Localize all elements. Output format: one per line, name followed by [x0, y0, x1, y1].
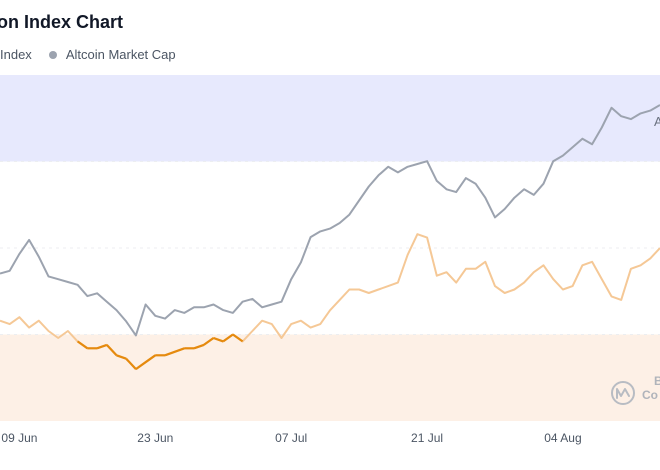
x-tick-label: 09 Jun [1, 431, 37, 445]
x-tick-label: 04 Aug [544, 431, 581, 445]
watermark-text-line2: Co [642, 388, 658, 402]
legend-label-altcoin-market-cap: Altcoin Market Cap [65, 47, 176, 62]
x-tick-label: 07 Jul [275, 431, 307, 445]
legend-item-index[interactable]: Index [0, 47, 32, 62]
altcoin-season-label: A [654, 114, 660, 129]
coinmarketcap-logo-icon [611, 381, 635, 405]
altcoin-market-cap-line [0, 104, 660, 337]
chart-title: on Index Chart [0, 12, 124, 32]
watermark-logo: B Co [611, 374, 660, 405]
series-altcoin-market-cap [0, 104, 660, 337]
legend-label-index: Index [0, 47, 32, 62]
legend-dot-altcoin-market-cap [48, 50, 57, 59]
x-axis: 09 Jun 23 Jun 07 Jul 21 Jul 04 Aug [1, 431, 581, 445]
altcoin-season-band [0, 75, 660, 162]
legend-item-altcoin-market-cap[interactable]: Altcoin Market Cap [48, 47, 176, 62]
series-index [0, 233, 660, 371]
index-line-below-band [76, 333, 244, 370]
grid-lines [0, 161, 660, 335]
chart-legend: Index Altcoin Market Cap [0, 47, 176, 62]
watermark-text-line1: B [654, 374, 660, 388]
x-tick-label: 23 Jun [137, 431, 173, 445]
x-tick-label: 21 Jul [411, 431, 443, 445]
